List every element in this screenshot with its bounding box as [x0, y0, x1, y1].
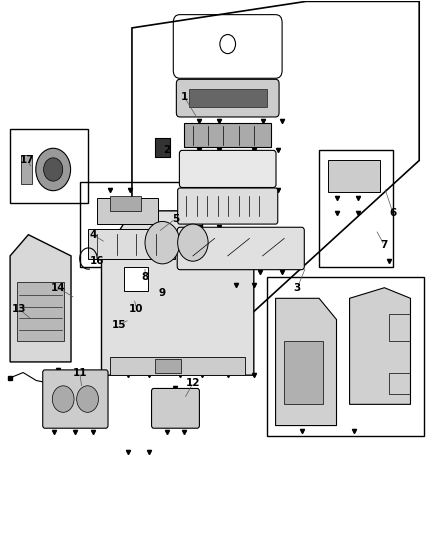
Circle shape	[77, 386, 99, 413]
Text: 7: 7	[381, 240, 388, 251]
Bar	[389, 314, 410, 341]
Text: 15: 15	[112, 320, 126, 330]
Text: 10: 10	[129, 304, 144, 314]
Bar	[124, 268, 148, 291]
Text: 3: 3	[294, 282, 301, 293]
Circle shape	[52, 386, 74, 413]
Bar	[88, 229, 176, 259]
Circle shape	[145, 221, 180, 264]
Text: 16: 16	[90, 256, 104, 266]
FancyBboxPatch shape	[177, 227, 304, 270]
Polygon shape	[350, 288, 410, 405]
Text: 1: 1	[180, 92, 188, 102]
Text: 13: 13	[11, 304, 26, 314]
FancyBboxPatch shape	[178, 188, 278, 224]
Bar	[284, 341, 323, 405]
FancyBboxPatch shape	[43, 370, 108, 428]
Text: 4: 4	[89, 230, 96, 240]
Bar	[319, 150, 393, 266]
Text: 9: 9	[159, 288, 166, 298]
Polygon shape	[102, 211, 254, 375]
Bar	[328, 160, 380, 192]
FancyBboxPatch shape	[180, 150, 276, 188]
Text: 17: 17	[20, 156, 35, 165]
Bar	[155, 359, 181, 373]
Text: 5: 5	[172, 214, 179, 224]
Text: 8: 8	[141, 272, 148, 282]
Bar	[389, 373, 410, 394]
Bar	[21, 155, 32, 184]
Circle shape	[178, 224, 208, 261]
Text: 2: 2	[163, 145, 170, 155]
Bar	[110, 196, 141, 211]
Bar	[97, 198, 158, 224]
Bar	[17, 282, 64, 341]
Polygon shape	[10, 235, 71, 362]
Bar	[80, 182, 201, 266]
Circle shape	[44, 158, 63, 181]
Bar	[155, 138, 170, 157]
Bar	[110, 357, 245, 375]
Text: 6: 6	[389, 208, 397, 219]
Bar	[267, 277, 424, 436]
Text: 11: 11	[72, 368, 87, 377]
Text: 14: 14	[51, 282, 65, 293]
Circle shape	[36, 148, 71, 191]
FancyBboxPatch shape	[152, 389, 199, 428]
Bar	[188, 89, 267, 108]
FancyBboxPatch shape	[177, 79, 279, 117]
Polygon shape	[276, 298, 336, 425]
Bar	[10, 128, 88, 203]
Bar	[184, 123, 271, 147]
Text: 12: 12	[186, 378, 200, 388]
